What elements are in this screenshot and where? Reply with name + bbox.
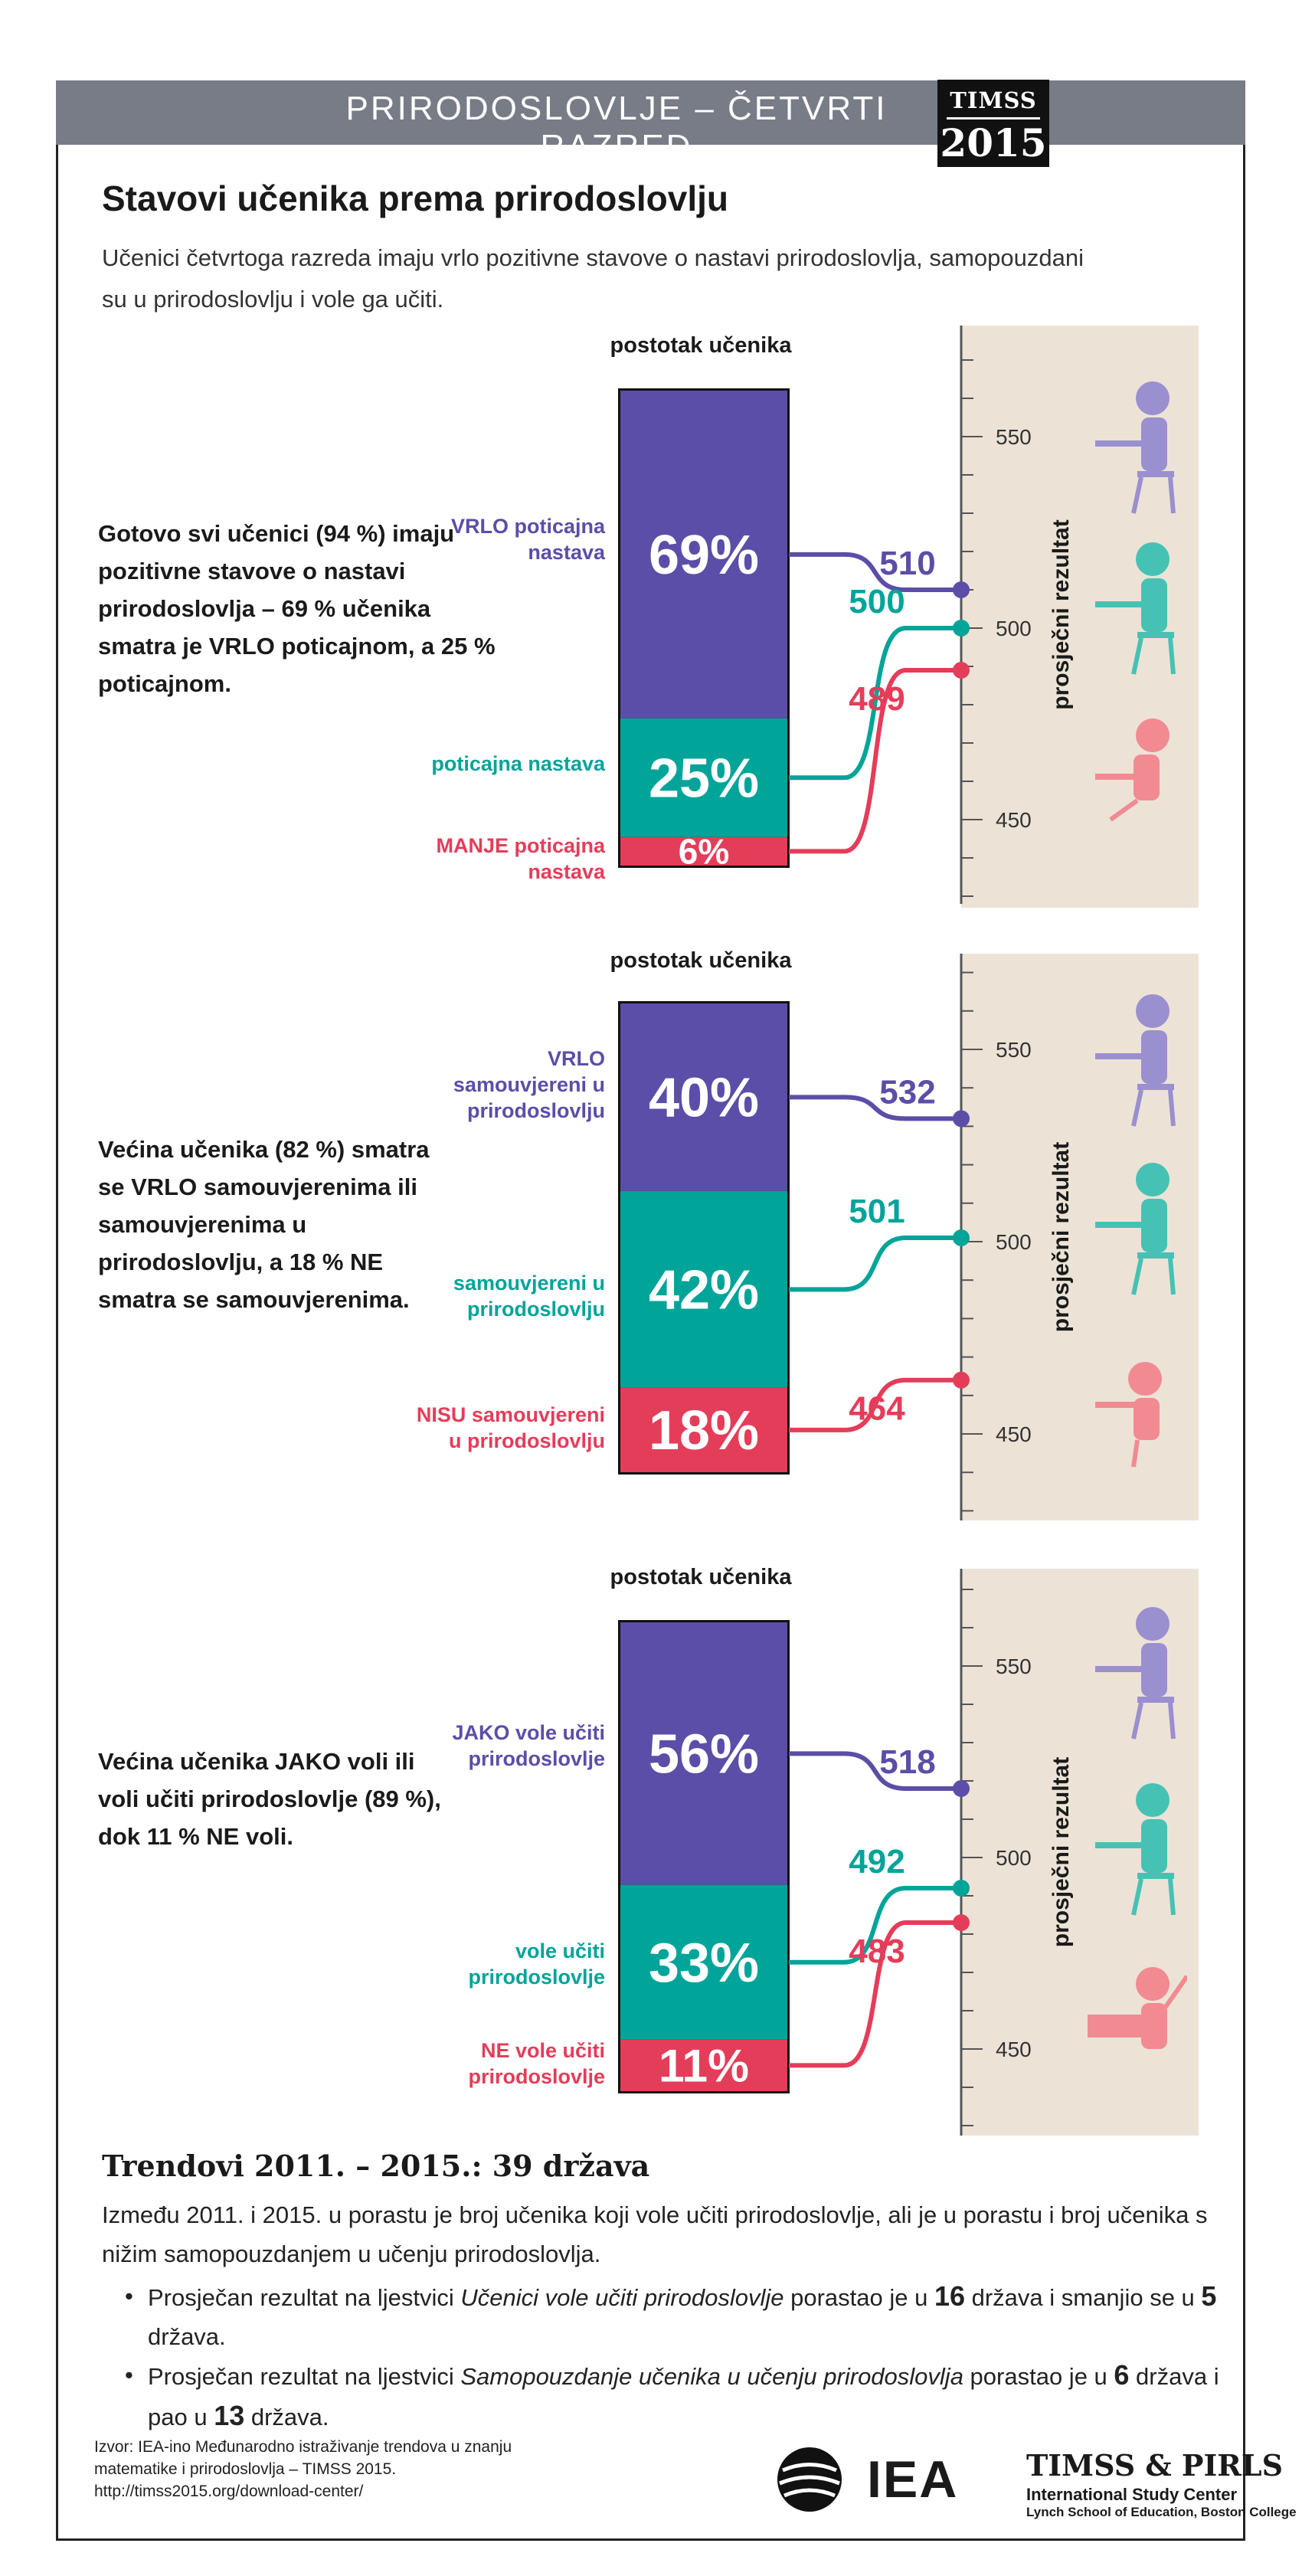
- bullet-1-post: država.: [148, 2323, 226, 2350]
- logo-rule: [947, 117, 1040, 119]
- student-figure-2-1: [1095, 994, 1176, 1127]
- source-line-1: Izvor: IEA-ino Međunarodno istraživanje …: [94, 2438, 512, 2456]
- percent-label-3: postotak učenika: [610, 1565, 792, 1589]
- bullet-2-num1: 6: [1114, 2359, 1130, 2391]
- iea-globe-icon: [777, 2447, 842, 2512]
- category-3-3-label: NE vole učiti prirodoslovlje: [468, 2039, 605, 2088]
- bullet-dot: •: [125, 2283, 133, 2309]
- section-2-description: Većina učenika (82 %) smatra se VRLO sam…: [98, 1136, 430, 1313]
- bullet-dot: •: [125, 2362, 133, 2388]
- student-figure-2-2: [1095, 1163, 1176, 1295]
- student-figure-3-3: [1088, 1967, 1187, 2049]
- student-figure-2-3: [1095, 1362, 1162, 1468]
- trend-bullet-1: • Prosječan rezultat na ljestvici Učenic…: [125, 2277, 1220, 2356]
- bullet-2-scale: Samopouzdanje učenika u učenju prirodosl…: [460, 2363, 963, 2390]
- student-figure-1-3: [1095, 718, 1170, 822]
- student-figure-3-2: [1095, 1783, 1176, 1916]
- section-1-description: Gotovo svi učenici (94 %) imaju pozitivn…: [98, 520, 496, 697]
- source-line-2: matematike i prirodoslovlja – TIMSS 2015…: [94, 2460, 397, 2478]
- category-1-3-label: MANJE poticajna nastava: [436, 834, 605, 883]
- bullet-1-mid2: država i smanjio se u: [964, 2284, 1202, 2311]
- category-2-1-label: VRLO samouvjereni u prirodoslovlju: [453, 1047, 605, 1122]
- trend-bullet-2: • Prosječan rezultat na ljestvici Samopo…: [125, 2355, 1220, 2437]
- logo-timss-text: TIMSS: [950, 87, 1037, 113]
- bullet-1-pre: Prosječan rezultat na ljestvici: [148, 2284, 461, 2311]
- student-figure-3-1: [1095, 1607, 1176, 1740]
- timss-pirls-title: TIMSS & PIRLS: [1026, 2448, 1284, 2483]
- banner-title: PRIRODOSLOVLJE – ČETVRTI RAZRED: [345, 90, 888, 165]
- lynch-subtitle: Lynch School of Education, Boston Colleg…: [1026, 2505, 1297, 2519]
- category-3-2-label: vole učiti prirodoslovlje: [468, 1939, 605, 1988]
- student-figure-1-2: [1095, 542, 1176, 675]
- category-1-1-label: VRLO poticajna nastava: [450, 515, 605, 564]
- category-2-3-label: NISU samouvjereni u prirodoslovlju: [416, 1403, 605, 1452]
- category-2-2-label: samouvjereni u prirodoslovlju: [453, 1272, 605, 1321]
- bullet-1-mid1: porastao je u: [783, 2284, 934, 2311]
- student-figure-1-1: [1095, 381, 1176, 514]
- percent-label-1: postotak učenika: [610, 333, 792, 358]
- page-subtitle: Učenici četvrtoga razreda imaju vrlo poz…: [102, 244, 1084, 313]
- bullet-2-mid2: država i pao u: [148, 2363, 1219, 2430]
- bullet-2-post: država.: [244, 2404, 329, 2430]
- bullet-1-scale: Učenici vole učiti prirodoslovlje: [460, 2284, 784, 2311]
- category-3-1-label: JAKO vole učiti prirodoslovlje: [452, 1721, 605, 1770]
- trends-text: Između 2011. i 2015. u porastu je broj u…: [102, 2201, 1208, 2267]
- trends-title: Trendovi 2011. – 2015.: 39 država: [102, 2149, 650, 2183]
- timss-logo: TIMSS 2015: [937, 80, 1049, 167]
- bullet-2-pre: Prosječan rezultat na ljestvici: [148, 2363, 461, 2390]
- category-1-2-label: poticajna nastava: [431, 752, 605, 775]
- page-title: Stavovi učenika prema prirodoslovlju: [102, 178, 729, 218]
- section-3-description: Većina učenika JAKO voli ili voli učiti …: [98, 1748, 441, 1850]
- isc-subtitle: International Study Center: [1026, 2485, 1238, 2504]
- bullet-1-num2: 5: [1201, 2280, 1217, 2312]
- source-url[interactable]: http://timss2015.org/download-center/: [94, 2483, 364, 2500]
- percent-label-2: postotak učenika: [610, 948, 792, 973]
- iea-logo-text: IEA: [867, 2450, 959, 2509]
- bullet-2-mid1: porastao je u: [963, 2363, 1114, 2390]
- logo-year-text: 2015: [940, 120, 1047, 165]
- bullet-1-num1: 16: [934, 2280, 965, 2312]
- source-note: Izvor: IEA-ino Međunarodno istraživanje …: [94, 2436, 630, 2502]
- bullet-2-num2: 13: [214, 2400, 245, 2431]
